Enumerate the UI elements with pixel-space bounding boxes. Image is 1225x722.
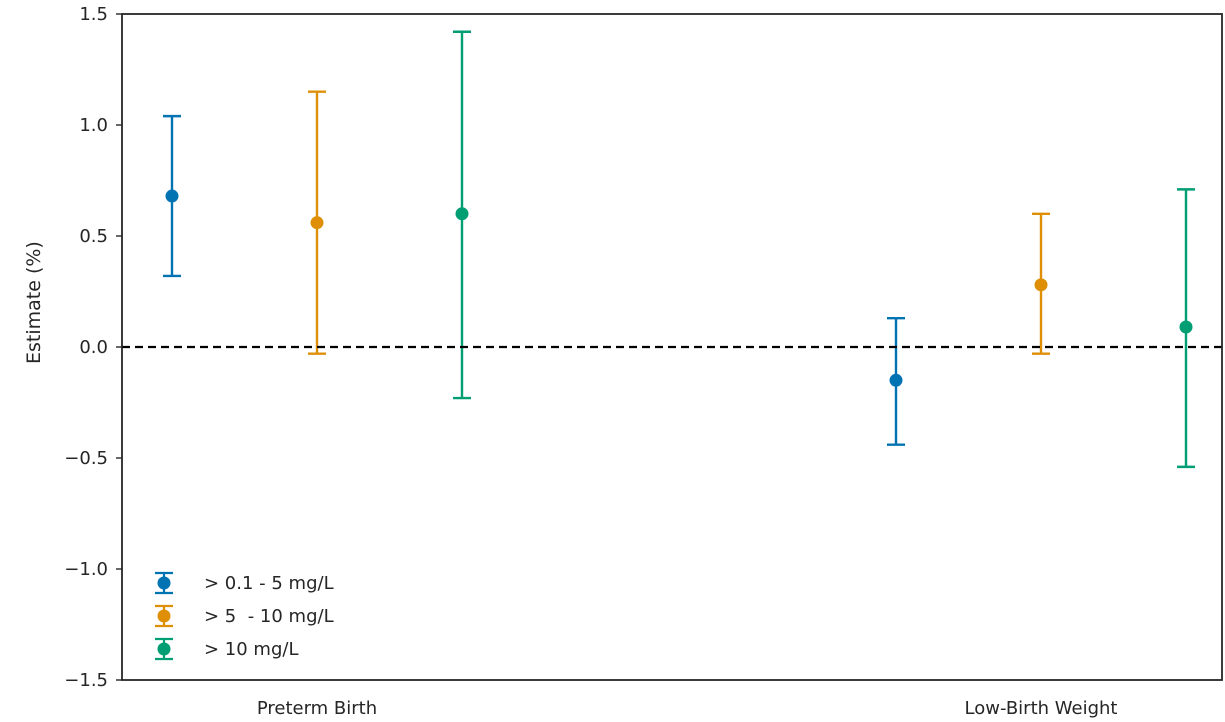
- y-tick-label: −1.0: [64, 559, 108, 580]
- estimate-point: [165, 189, 179, 203]
- y-tick-label: 0.0: [79, 337, 108, 358]
- legend-entry: > 10 mg/L: [155, 637, 298, 661]
- estimate-point: [1034, 278, 1048, 292]
- legend-label: > 0.1 - 5 mg/L: [204, 573, 334, 594]
- errorbar-group: [308, 90, 326, 355]
- legend-entry: > 5 - 10 mg/L: [155, 604, 334, 628]
- errorbar-group: [163, 114, 181, 278]
- x-category-label: Preterm Birth: [257, 698, 377, 719]
- y-axis-ticks: −1.5 −1.0 −0.5 0.0 0.5 1.0 1.5: [64, 4, 122, 691]
- legend-label: > 5 - 10 mg/L: [204, 606, 334, 627]
- y-tick-label: −0.5: [64, 448, 108, 469]
- legend-marker: [157, 609, 171, 623]
- legend-marker: [157, 576, 171, 590]
- legend: > 0.1 - 5 mg/L > 5 - 10 mg/L > 10 mg/L: [155, 571, 334, 661]
- chart-marks: [163, 30, 1195, 469]
- y-tick-label: 0.5: [79, 226, 108, 247]
- errorbar-group: [1177, 188, 1195, 469]
- x-axis-categories: Preterm Birth Low-Birth Weight: [257, 698, 1118, 719]
- errorbar-group: [1032, 212, 1050, 355]
- y-tick-label: −1.5: [64, 670, 108, 691]
- legend-label: > 10 mg/L: [204, 639, 298, 660]
- y-axis-title: Estimate (%): [23, 241, 45, 364]
- y-tick-label: 1.5: [79, 4, 108, 25]
- errorbar-group: [887, 316, 905, 446]
- estimate-point: [889, 373, 903, 387]
- estimate-point: [455, 207, 469, 221]
- legend-entry: > 0.1 - 5 mg/L: [155, 571, 334, 595]
- x-category-label: Low-Birth Weight: [965, 698, 1118, 719]
- estimate-point: [1179, 320, 1193, 334]
- y-tick-label: 1.0: [79, 115, 108, 136]
- legend-marker: [157, 642, 171, 656]
- errorbar-group: [453, 30, 471, 400]
- estimate-point: [310, 216, 324, 230]
